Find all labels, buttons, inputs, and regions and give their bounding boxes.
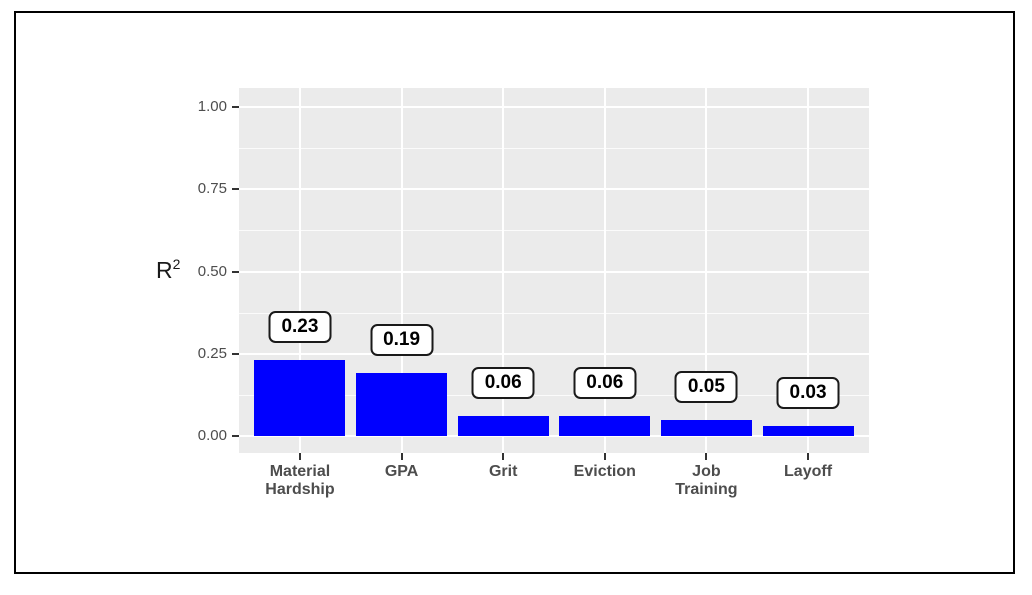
- x-axis-tick-mark: [807, 453, 810, 460]
- bar-value-label: 0.05: [674, 371, 738, 403]
- gridline-major-horizontal: [239, 188, 869, 191]
- bar: [254, 360, 346, 436]
- bar: [762, 426, 854, 436]
- bar-value-label: 0.06: [573, 367, 637, 399]
- y-tick-label: 0.00: [197, 427, 227, 444]
- gridline-major-vertical: [298, 88, 301, 453]
- gridline-major-horizontal: [239, 352, 869, 355]
- y-axis-title-base: R: [156, 257, 173, 283]
- gridline-major-horizontal: [239, 435, 869, 437]
- bar: [356, 373, 448, 436]
- x-tick-label: Layoff: [784, 463, 833, 480]
- y-tick-label: 0.75: [197, 180, 227, 198]
- y-tick-label: 0.25: [197, 344, 227, 362]
- gridline-minor-horizontal: [239, 230, 869, 232]
- x-tick-label: Grit: [488, 463, 518, 480]
- x-axis-tick-mark: [705, 453, 708, 460]
- gridline-major-vertical: [502, 88, 505, 453]
- x-axis-tick-mark: [603, 453, 606, 460]
- gridline-major-horizontal: [239, 106, 869, 108]
- x-tick-label: Material Hardship: [265, 463, 335, 498]
- x-tick-label: GPA: [384, 463, 419, 480]
- y-axis-tick-mark: [232, 352, 239, 355]
- gridline-major-vertical: [603, 88, 606, 453]
- bar-value-label: 0.19: [370, 324, 434, 356]
- gridline-major-vertical: [705, 88, 708, 453]
- gridline-major-horizontal: [239, 270, 869, 273]
- y-axis-tick-mark: [232, 270, 239, 273]
- gridline-major-vertical: [400, 88, 403, 453]
- x-axis-tick-mark: [502, 453, 505, 460]
- bar: [457, 416, 549, 436]
- x-axis-tick-mark: [400, 453, 403, 460]
- x-tick-label: Job Training: [675, 463, 738, 498]
- y-axis-tick-mark: [232, 188, 239, 191]
- x-axis-tick-mark: [298, 453, 301, 460]
- bar-value-label: 0.06: [471, 367, 535, 399]
- gridline-minor-horizontal: [239, 312, 869, 314]
- gridline-major-vertical: [807, 88, 810, 453]
- x-tick-label: Eviction: [573, 463, 636, 480]
- y-tick-label: 0.50: [197, 262, 227, 280]
- bar: [660, 420, 752, 436]
- plot-panel: 0.23 0.19 0.06 0.06 0.05 0.03: [239, 88, 869, 453]
- y-axis-tick-mark: [232, 435, 239, 437]
- gridline-minor-horizontal: [239, 148, 869, 150]
- y-axis-title-sup: 2: [172, 256, 181, 272]
- y-tick-label: 1.00: [197, 98, 227, 115]
- bar-value-label: 0.03: [776, 377, 840, 409]
- y-axis-title: R2: [156, 256, 180, 284]
- bar: [559, 416, 651, 436]
- bar-value-label: 0.23: [268, 311, 332, 343]
- y-axis-tick-mark: [232, 106, 239, 108]
- gridline-minor-horizontal: [239, 394, 869, 396]
